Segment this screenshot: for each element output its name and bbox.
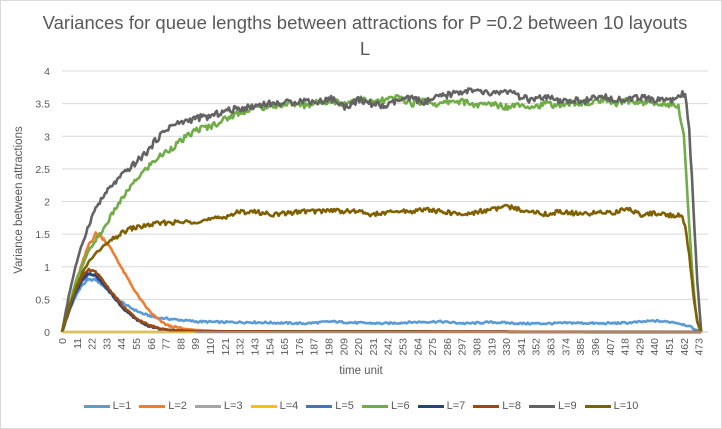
y-tick-label: 2: [44, 197, 50, 209]
x-tick-label: 341: [516, 338, 528, 356]
legend-label: L=1: [112, 400, 132, 412]
legend-swatch: [250, 404, 277, 408]
legend-swatch: [306, 404, 333, 408]
legend-item: L=6: [361, 400, 410, 412]
y-axis-label: Variance between attractions: [13, 126, 25, 274]
x-tick-label: 473: [694, 338, 706, 356]
y-tick-label: 1: [44, 262, 50, 274]
x-tick-label: 429: [634, 338, 646, 356]
x-tick-label: 297: [457, 338, 469, 356]
x-tick-label: 77: [161, 338, 173, 350]
x-tick-label: 286: [442, 338, 454, 356]
legend-item: L=1: [83, 400, 132, 412]
chart-title: Variances for queue lengths between attr…: [42, 12, 688, 59]
x-tick-label: 209: [338, 338, 350, 356]
legend-label: L=2: [168, 400, 187, 412]
x-tick-label: 264: [412, 338, 424, 356]
x-tick-label: 253: [397, 338, 409, 356]
legend-label: L=5: [335, 400, 354, 412]
legend-item: L=8: [473, 400, 521, 412]
x-tick-label: 363: [546, 338, 558, 356]
x-tick-label: 132: [235, 338, 247, 356]
legend-label: L=3: [223, 400, 243, 412]
x-tick-label: 99: [190, 338, 202, 350]
series-line-l-1: [60, 277, 702, 334]
legend-item: L=10: [584, 400, 639, 412]
x-tick-label: 55: [131, 338, 143, 350]
series-line-l-8: [60, 267, 702, 334]
y-tick-label: 3.5: [35, 99, 50, 111]
x-tick-label: 407: [605, 338, 617, 356]
legend-item: L=2: [139, 400, 187, 412]
x-tick-label: 385: [575, 338, 587, 356]
x-tick-label: 462: [679, 338, 691, 356]
x-tick-label: 187: [309, 338, 321, 356]
x-tick-label: 374: [560, 338, 572, 356]
legend-swatch: [417, 404, 444, 408]
legend-swatch: [528, 404, 555, 408]
x-tick-label: 0: [57, 338, 69, 344]
legend-swatch: [139, 404, 166, 408]
x-tick-label: 275: [427, 338, 439, 356]
legend-item: L=9: [528, 400, 577, 412]
x-tick-label: 110: [205, 338, 217, 355]
x-tick-label: 242: [383, 338, 395, 356]
legend-swatch: [83, 404, 110, 408]
legend-swatch: [194, 404, 221, 408]
x-tick-label: 22: [87, 338, 99, 350]
x-tick-label: 352: [531, 338, 543, 356]
x-tick-label: 198: [323, 338, 335, 356]
x-tick-label: 418: [620, 338, 632, 356]
legend-item: L=7: [417, 400, 466, 412]
x-tick-label: 66: [146, 338, 158, 350]
x-tick-label: 11: [72, 338, 84, 349]
legend-label: L=9: [557, 400, 577, 412]
legend-label: L=6: [390, 400, 410, 412]
x-axis-label: time unit: [339, 365, 383, 377]
legend-label: L=10: [613, 400, 639, 412]
x-tick-label: 165: [279, 338, 291, 356]
x-tick-label: 396: [590, 338, 602, 356]
series-line-l-2: [60, 231, 702, 334]
x-tick-label: 121: [220, 338, 232, 356]
y-tick-label: 0.5: [35, 294, 50, 306]
x-tick-label: 33: [101, 338, 113, 350]
legend-label: L=4: [279, 400, 299, 412]
y-tick-label: 4: [44, 66, 50, 78]
series-line-l-9: [60, 87, 703, 333]
x-tick-label: 44: [116, 338, 128, 350]
y-tick-label: 0: [44, 327, 50, 339]
series-line-l-6: [60, 94, 702, 333]
legend-label: L=8: [502, 400, 521, 412]
x-tick-label: 308: [472, 338, 484, 356]
x-tick-label: 330: [501, 338, 513, 356]
legend-swatch: [584, 404, 611, 408]
y-tick-label: 3: [44, 131, 50, 143]
x-tick-label: 154: [264, 338, 276, 356]
x-tick-label: 231: [368, 338, 380, 356]
y-tick-label: 2.5: [35, 164, 50, 176]
legend-item: L=4: [250, 400, 299, 412]
x-tick-label: 440: [649, 338, 661, 356]
x-tick-label: 220: [353, 338, 365, 356]
x-tick-label: 143: [249, 338, 261, 356]
chart-legend: L=1 L=2 L=3 L=4 L=5 L=6 L=7 L=8 L=9 L=10: [0, 400, 722, 412]
legend-item: L=3: [194, 400, 243, 412]
series-line-l-10: [60, 203, 703, 333]
x-tick-label: 88: [175, 338, 187, 350]
x-tick-label: 319: [486, 338, 498, 356]
legend-item: L=5: [306, 400, 354, 412]
x-tick-label: 176: [294, 338, 306, 356]
legend-label: L=7: [446, 400, 466, 412]
y-tick-label: 1.5: [35, 229, 50, 241]
legend-swatch: [473, 404, 500, 408]
x-tick-label: 451: [664, 338, 676, 356]
legend-swatch: [361, 404, 388, 408]
